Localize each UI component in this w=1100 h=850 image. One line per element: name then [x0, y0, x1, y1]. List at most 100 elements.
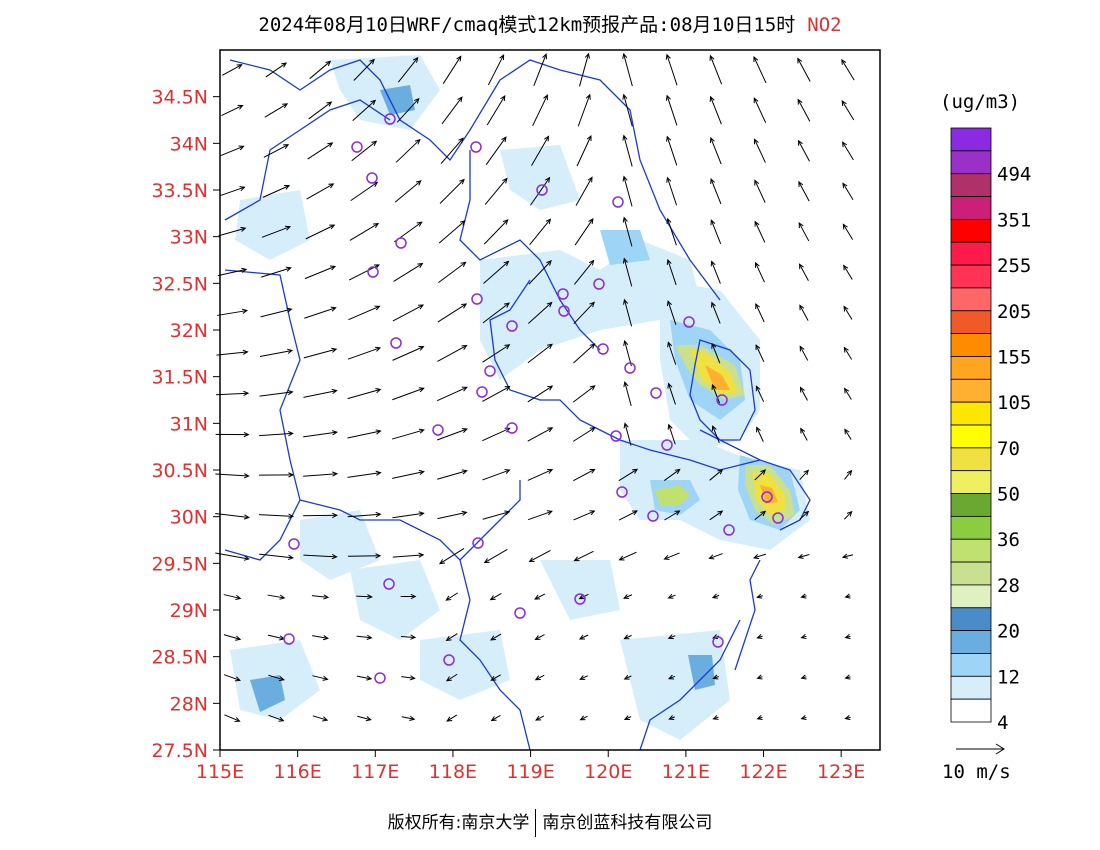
wind-arrow-head [240, 226, 247, 232]
wind-arrow [666, 177, 678, 206]
wind-arrow-head [410, 593, 417, 600]
wind-arrow-head [369, 58, 375, 65]
wind-arrow-head [238, 145, 245, 151]
wind-arrow-head [756, 634, 763, 640]
wind-arrow [753, 56, 767, 84]
wind-arrow-head [711, 301, 716, 308]
wind-arrow-head [457, 96, 463, 103]
wind-arrow-head [331, 430, 338, 436]
legend-swatch [950, 287, 992, 312]
wind-arrow [268, 674, 284, 681]
wind-arrow-head [325, 60, 332, 67]
wind-arrow [754, 221, 766, 243]
legend-value: 105 [997, 392, 1031, 414]
lat-label: 28.5N [151, 647, 208, 669]
wind-arrow-head [329, 265, 337, 271]
wind-arrow-head [623, 594, 630, 599]
wind-arrow-head [534, 594, 541, 600]
wind-arrow [575, 177, 593, 206]
legend-value: 155 [997, 346, 1031, 368]
wind-arrow [843, 306, 853, 320]
wind-arrow-head [445, 676, 452, 682]
lat-label: 29.5N [151, 553, 208, 575]
wind-arrow [711, 343, 721, 364]
wind-arrow-head [415, 180, 422, 186]
wind-arrow [215, 513, 249, 518]
legend-swatch [950, 653, 992, 677]
wind-arrow [217, 310, 247, 316]
wind-arrow-head [418, 304, 425, 310]
wind-arrow-head [717, 510, 724, 516]
wind-arrow-head [709, 136, 715, 143]
wind-arrow [482, 511, 510, 520]
wind-arrow [623, 299, 633, 327]
wind-arrow [219, 186, 245, 197]
legend-swatch [950, 310, 992, 335]
wind-arrow-head [623, 674, 630, 680]
wind-arrow [222, 64, 242, 76]
wind-arrow-head [588, 217, 594, 224]
wind-arrow [223, 634, 241, 640]
wind-arrow [392, 554, 424, 558]
wind-arrow [482, 344, 510, 363]
wind-arrow-head [710, 177, 716, 185]
wind-arrow [261, 226, 291, 238]
wind-arrow [798, 181, 810, 202]
wind-arrow [312, 675, 328, 680]
wind-arrow [303, 390, 337, 398]
wind-arrow-head [237, 104, 244, 110]
wind-arrow [528, 260, 552, 285]
wind-arrow [799, 346, 809, 361]
legend-swatch [950, 356, 992, 380]
wind-arrow [312, 715, 328, 721]
wind-arrow [618, 510, 638, 521]
wind-arrow [580, 715, 588, 721]
wind-arrow-head [803, 469, 810, 476]
wind-arrow-head [846, 469, 853, 476]
wind-vectors [215, 52, 855, 722]
wind-arrow-head [412, 56, 419, 63]
wind-arrow [347, 347, 381, 360]
legend-swatch [950, 493, 992, 517]
wind-arrow-head [578, 594, 585, 600]
wind-arrow [348, 305, 380, 321]
lat-label: 34.5N [151, 87, 208, 109]
legend-value: 4 [997, 712, 1008, 734]
wind-arrow [574, 550, 594, 562]
map-title: 2024年08月10日WRF/cmaq模式12km预报产品:08月10日15时 N… [0, 10, 1100, 37]
wind-arrow-head [490, 675, 497, 681]
wind-arrow-head [800, 593, 807, 599]
wind-arrow-head [459, 178, 465, 185]
wind-arrow-head [585, 93, 591, 100]
wind-arrow [439, 179, 465, 204]
wind-arrow-head [797, 57, 803, 64]
wind-arrow-head [578, 634, 585, 640]
wind-arrow [710, 137, 722, 165]
wind-arrow-head [288, 513, 295, 519]
wind-arrow [754, 469, 766, 481]
wind-arrow [623, 217, 633, 247]
wind-arrow-head [327, 142, 334, 148]
wind-arrow [482, 469, 510, 481]
wind-arrow [666, 54, 678, 86]
wind-arrow [446, 633, 458, 641]
wind-arrow [347, 388, 381, 400]
wind-arrow-head [544, 135, 550, 142]
wind-arrow-head [323, 594, 330, 600]
wind-arrow [223, 594, 241, 599]
wind-arrow [755, 386, 765, 402]
wind-arrow-head [543, 94, 548, 101]
wind-arrow-head [326, 101, 333, 107]
wind-arrow-head [753, 554, 760, 560]
wind-arrow-head [799, 304, 805, 311]
wind-arrow [624, 340, 632, 367]
wind-arrow-head [844, 593, 851, 599]
wind-arrow [798, 222, 810, 242]
wind-arrow [396, 98, 420, 123]
wind-arrow [438, 261, 466, 284]
wind-arrow-head [842, 182, 848, 189]
wind-arrow-head [841, 100, 847, 107]
wind-arrow [843, 347, 853, 360]
wind-arrow-head [504, 344, 511, 350]
